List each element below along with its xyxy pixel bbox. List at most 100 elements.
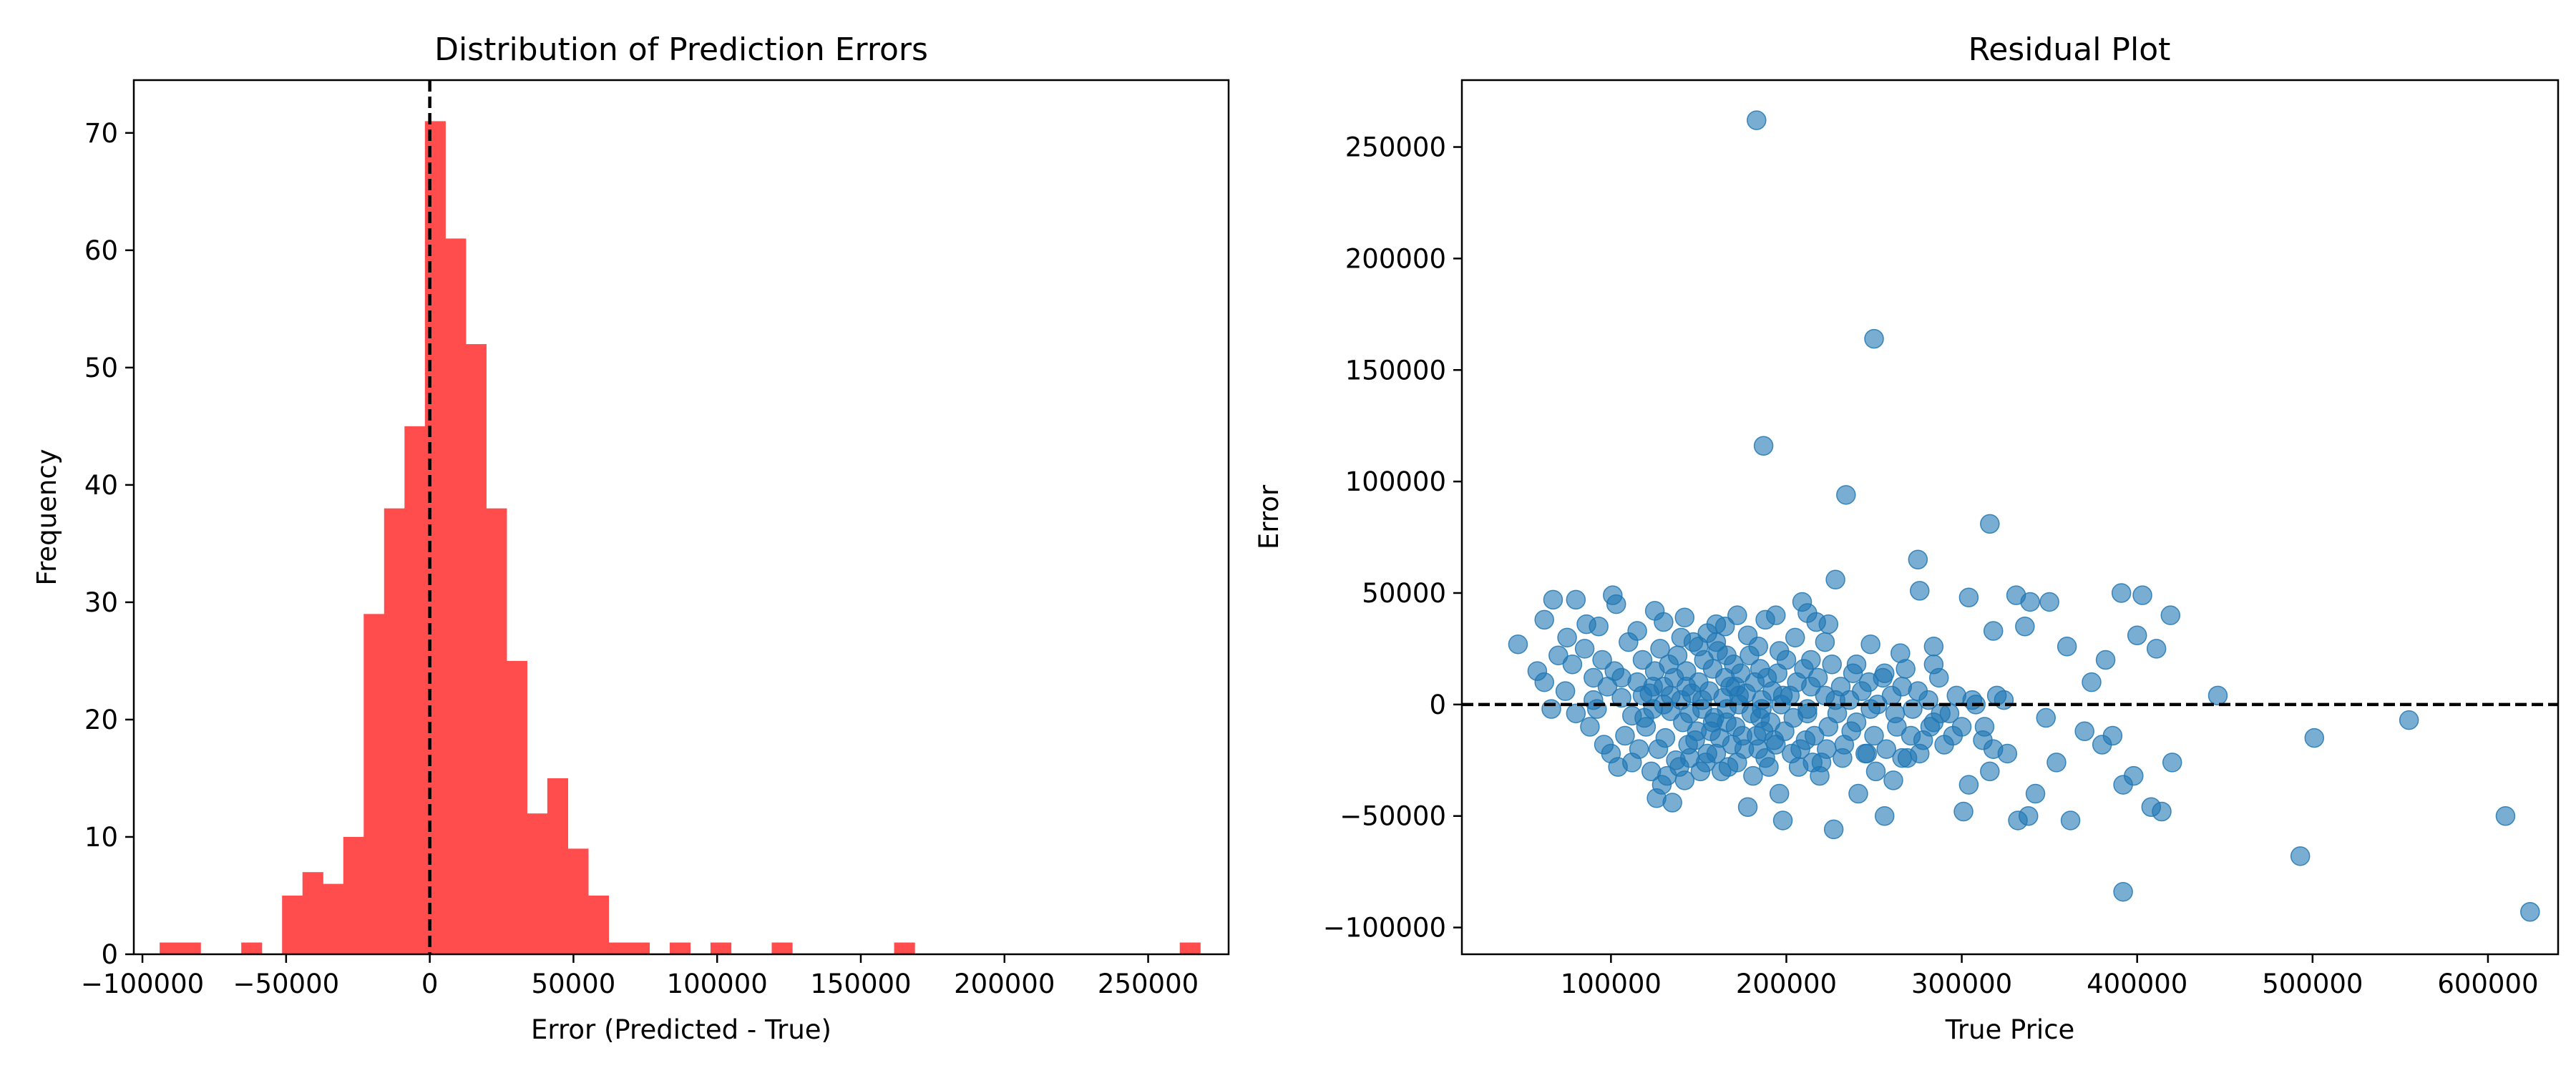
residual-point [2046,753,2067,773]
residual-point [1836,485,1856,505]
residual-point [1885,703,1906,724]
residual-point [1576,614,1596,635]
y-tick-label: 50000 [1362,578,1446,609]
residual-point [2207,685,2228,706]
residual-point [1874,805,1895,826]
residual-point [1692,690,1712,710]
histogram-panel: Distribution of Prediction Errors −10000… [31,31,1230,1045]
residual-point [1737,797,1758,818]
residual-point [1702,712,1723,733]
residual-point [1860,634,1880,655]
residual-point [1920,717,1941,737]
x-tick-label: 200000 [954,969,1055,999]
residual-point [2020,592,2040,612]
histogram-bar [567,848,589,954]
residual-point [1772,810,1793,831]
residual-point [1725,677,1746,697]
residual-point [1833,748,1853,768]
y-tick-label: −50000 [1340,801,1446,832]
x-tick-label: 400000 [2087,969,2187,999]
residual-point [1541,699,1561,719]
x-tick-label: 50000 [532,969,616,999]
residual-point [1841,721,1861,742]
residual-y-label: Error [1254,484,1284,549]
residual-point [1983,739,2004,759]
histogram-bar [547,778,568,954]
residual-point [1772,685,1793,706]
residual-point [1548,645,1568,666]
residual-point [1759,757,1779,777]
y-tick-label: 250000 [1345,132,1446,163]
x-tick-label: 600000 [2437,969,2538,999]
residual-point [1958,775,1979,795]
residual-point [1883,770,1903,790]
residual-point [1931,703,1951,724]
residual-point [1679,703,1700,724]
residual-point [1555,681,1576,701]
residual-point [1874,663,1895,683]
residual-point [1566,589,1586,610]
residual-point [1727,753,1747,773]
residual-point [2132,585,2152,605]
x-tick-label: 250000 [1098,969,1199,999]
y-tick-label: 20 [84,705,118,735]
histogram-bar [1179,942,1201,954]
residual-point [1958,587,1979,607]
x-tick-label: 300000 [1911,969,2012,999]
residual-x-label: True Price [1945,1014,2075,1045]
histogram-bar [364,614,385,954]
y-tick-label: 40 [84,470,118,501]
x-tick-label: 100000 [667,969,768,999]
residual-point [1908,549,1928,569]
residual-point [1714,617,1735,637]
residual-point [1801,650,1821,670]
residual-ticks: 100000 200000 300000 400000 500000 600000−100… [1323,132,2539,999]
histogram-bar [323,883,344,954]
residual-point [2060,810,2081,831]
histogram-bar [282,895,303,954]
histogram-bar [608,942,630,954]
residual-point [1606,594,1626,614]
residual-point [1674,607,1695,628]
residual-point [1748,739,1769,759]
x-tick-label: −100000 [81,969,204,999]
residual-point [2146,639,2167,659]
residual-point [1752,699,1772,719]
residual-point [1807,667,1828,688]
residual-point [1823,819,1844,840]
residual-point [1566,703,1586,724]
residual-point [1677,677,1697,697]
residual-point [1717,645,1737,666]
residual-point [1753,436,1774,456]
histogram-bar [241,942,263,954]
residual-point [1785,627,1805,648]
histogram-bar [710,942,732,954]
residual-point [1846,654,1867,675]
residual-point [1910,581,1930,601]
histogram-bars [160,121,1201,954]
residual-point [2082,672,2102,692]
residual-point [1584,667,1604,688]
residual-point [1864,725,1884,746]
residual-point [1797,703,1818,724]
y-tick-label: 50 [84,353,118,383]
histogram-plot-frame [132,79,1230,956]
residual-point [1611,687,1631,708]
residual-point [2124,765,2144,786]
residual-point [1534,609,1554,630]
residual-point [1611,667,1631,688]
residual-point [1769,783,1790,804]
residual-title: Residual Plot [1968,31,2171,68]
residual-point [1685,730,1705,750]
histogram-x-label: Error (Predicted - True) [531,1014,831,1045]
residual-point [1994,690,2014,710]
residual-point [2057,637,2077,657]
residual-point [1748,637,1769,657]
residual-point [2074,721,2094,742]
x-tick-label: −50000 [233,969,339,999]
residual-point [2113,881,2133,902]
histogram-bar [669,942,691,954]
y-tick-label: 150000 [1345,355,1446,386]
residual-point [1764,730,1785,750]
